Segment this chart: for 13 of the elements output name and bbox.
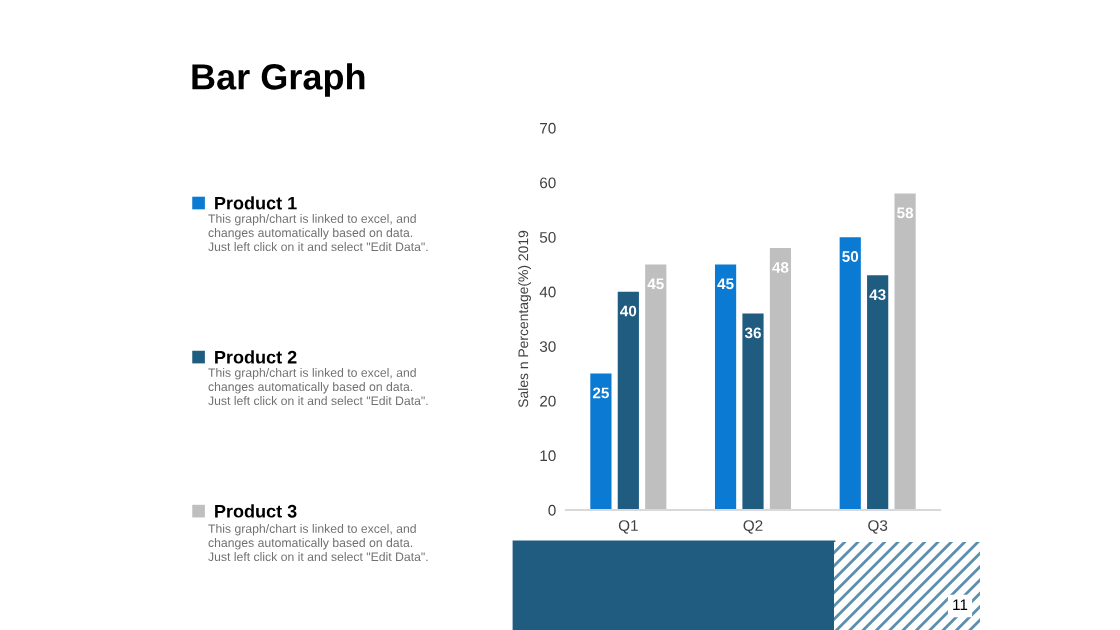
bar [894,193,916,510]
chart-title: Bar Graph [192,63,365,97]
bar [769,248,792,510]
bar [590,373,612,510]
legend-label: Product 2 [215,350,297,364]
legend-label: Product 1 [215,196,297,210]
bar [839,237,861,510]
bar [645,264,667,510]
bar [617,291,639,510]
bar [867,275,889,510]
legend-label: Product 3 [215,504,297,518]
bar [714,264,737,510]
bar [742,313,764,510]
